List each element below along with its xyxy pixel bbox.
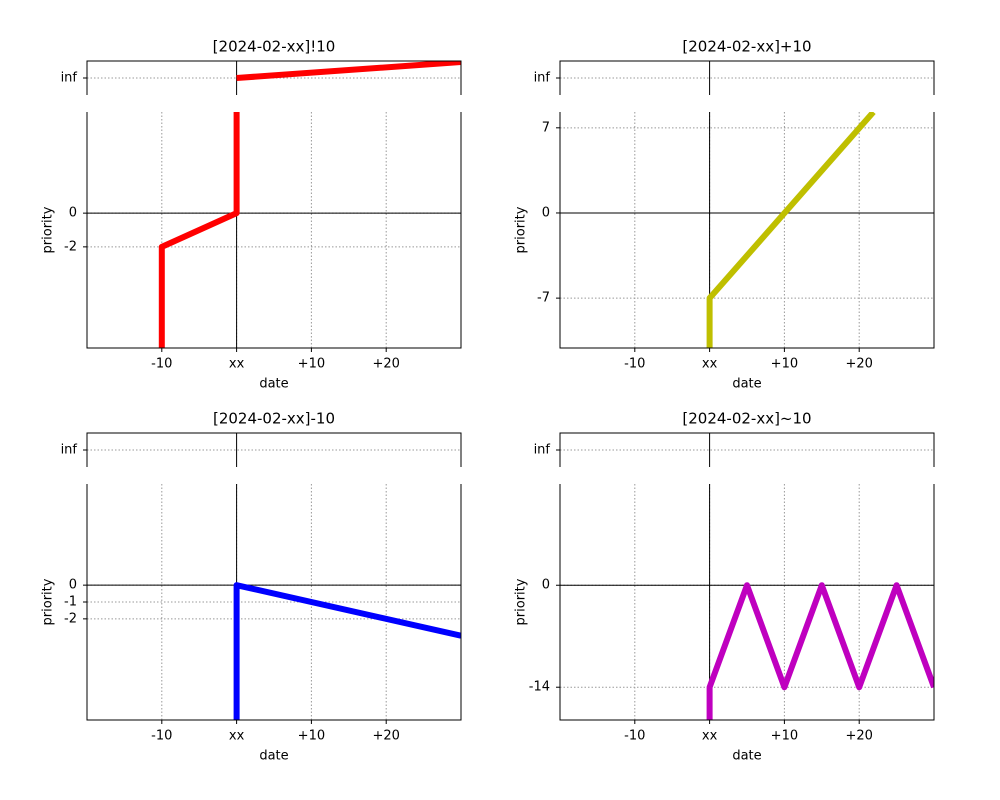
y-tick-label: inf xyxy=(61,443,78,458)
y-tick-label: inf xyxy=(534,71,551,86)
data-line xyxy=(233,582,461,720)
x-tick-label: -10 xyxy=(151,357,172,372)
x-tick-label: +20 xyxy=(372,729,399,744)
x-tick-label: +20 xyxy=(845,729,872,744)
x-tick-label: -10 xyxy=(151,729,172,744)
x-axis-label: date xyxy=(259,749,288,764)
x-tick-label: +20 xyxy=(372,357,399,372)
x-tick-label: +20 xyxy=(845,357,872,372)
data-line xyxy=(706,582,934,720)
y-tick-label: 0 xyxy=(69,578,77,593)
axis-frame xyxy=(559,432,935,467)
data-line xyxy=(236,61,461,81)
y-tick-label: -7 xyxy=(537,291,550,306)
chart-title: [2024-02-xx]!10 xyxy=(213,38,336,56)
x-tick-label: -10 xyxy=(624,357,645,372)
axis-frame xyxy=(86,484,462,721)
axis-frame xyxy=(86,60,462,95)
x-tick-label: +10 xyxy=(771,729,798,744)
chart-title: [2024-02-xx]~10 xyxy=(682,410,811,428)
y-tick-label: 0 xyxy=(542,205,550,220)
x-axis-label: date xyxy=(732,749,761,764)
axis-frame xyxy=(559,484,935,721)
y-tick-label: inf xyxy=(534,443,551,458)
x-tick-label: -10 xyxy=(624,729,645,744)
y-tick-label: 0 xyxy=(69,206,77,221)
x-axis-label: date xyxy=(259,377,288,392)
y-tick-label: -14 xyxy=(529,680,550,695)
y-axis-label: priority xyxy=(41,578,56,625)
chart-title: [2024-02-xx]-10 xyxy=(213,410,335,428)
chart-title: [2024-02-xx]+10 xyxy=(682,38,811,56)
x-tick-label: xx xyxy=(229,729,245,744)
x-tick-label: +10 xyxy=(298,729,325,744)
axis-frame xyxy=(559,112,935,349)
y-tick-label: 0 xyxy=(542,578,550,593)
x-tick-label: +10 xyxy=(298,357,325,372)
x-tick-label: xx xyxy=(702,729,718,744)
y-axis-label: priority xyxy=(41,206,56,253)
y-tick-label: 7 xyxy=(542,120,550,135)
x-tick-label: xx xyxy=(702,357,718,372)
x-axis-label: date xyxy=(732,377,761,392)
y-tick-label: -2 xyxy=(64,611,77,626)
x-tick-label: xx xyxy=(229,357,245,372)
data-line xyxy=(158,112,240,348)
axis-frame xyxy=(86,432,462,467)
y-tick-label: inf xyxy=(61,71,78,86)
y-tick-label: -2 xyxy=(64,239,77,254)
data-line xyxy=(706,112,876,348)
y-axis-label: priority xyxy=(514,206,529,253)
y-tick-label: -1 xyxy=(64,595,77,610)
axis-frame xyxy=(86,112,462,349)
x-tick-label: +10 xyxy=(771,357,798,372)
axis-frame xyxy=(559,60,935,95)
y-axis-label: priority xyxy=(514,578,529,625)
